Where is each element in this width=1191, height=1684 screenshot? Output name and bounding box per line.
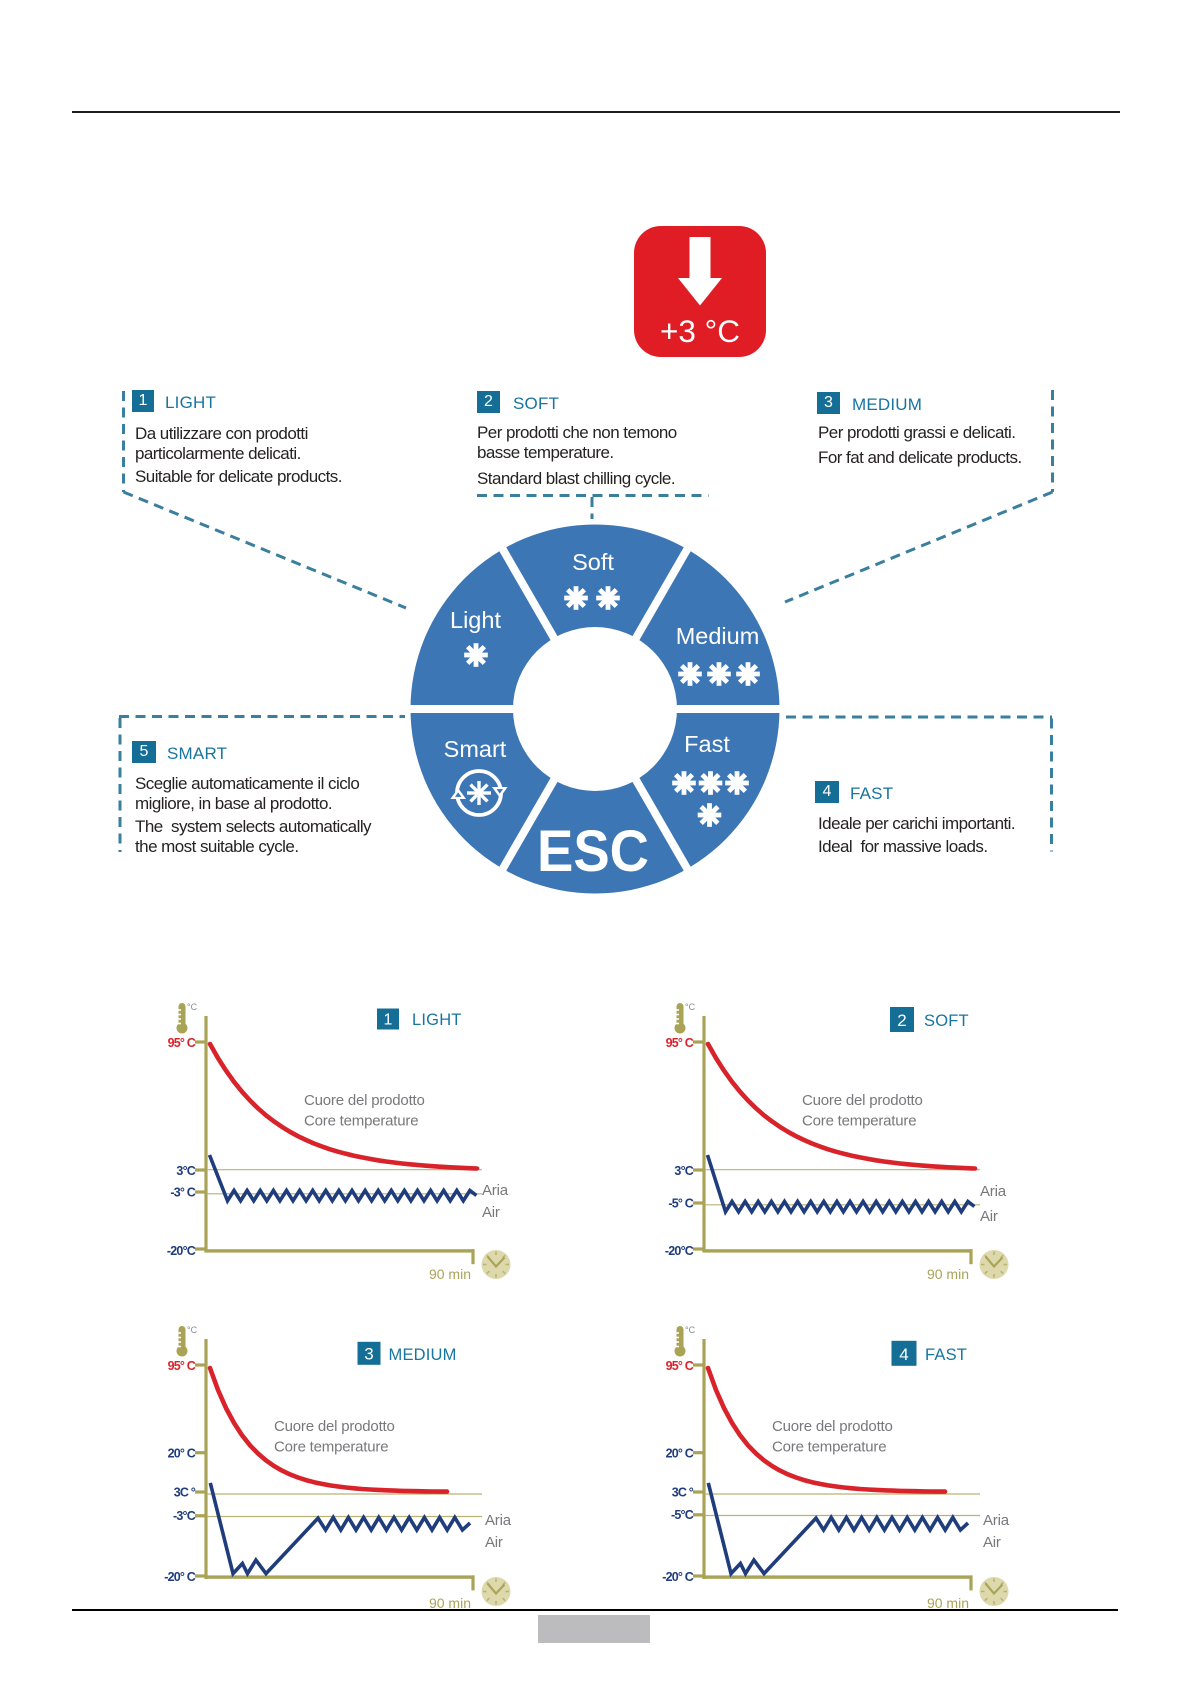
svg-text:°C: °C xyxy=(187,1325,198,1335)
svg-text:-5°C: -5°C xyxy=(671,1508,694,1522)
svg-text:Smart: Smart xyxy=(444,736,507,762)
svg-text:Air: Air xyxy=(482,1204,500,1221)
svg-text:Air: Air xyxy=(485,1534,503,1551)
svg-text:Air: Air xyxy=(983,1534,1001,1551)
svg-text:MEDIUM: MEDIUM xyxy=(389,1346,457,1364)
svg-text:3°C: 3°C xyxy=(674,1164,693,1178)
svg-text:SOFT: SOFT xyxy=(924,1012,969,1030)
svg-text:90 min: 90 min xyxy=(927,1595,969,1611)
svg-text:20° C: 20° C xyxy=(168,1447,196,1461)
svg-text:Aria: Aria xyxy=(980,1183,1007,1200)
svg-text:Cuore del prodotto: Cuore del prodotto xyxy=(802,1092,923,1109)
svg-text:3C °: 3C ° xyxy=(174,1486,196,1500)
svg-text:Fast: Fast xyxy=(684,731,730,757)
svg-text:Aria: Aria xyxy=(485,1512,512,1529)
svg-text:-3°C: -3°C xyxy=(173,1509,196,1523)
svg-text:Cuore del prodotto: Cuore del prodotto xyxy=(304,1092,425,1109)
svg-text:LIGHT: LIGHT xyxy=(412,1011,462,1029)
svg-text:-20°C: -20°C xyxy=(167,1244,196,1258)
svg-text:90 min: 90 min xyxy=(927,1266,969,1282)
svg-text:Core temperature: Core temperature xyxy=(274,1439,388,1456)
svg-text:+3 °C: +3 °C xyxy=(660,313,740,349)
svg-text:95° C: 95° C xyxy=(666,1359,694,1373)
svg-text:Cuore del prodotto: Cuore del prodotto xyxy=(274,1418,395,1435)
svg-text:Air: Air xyxy=(980,1208,998,1225)
svg-text:90 min: 90 min xyxy=(429,1595,471,1611)
svg-text:Soft: Soft xyxy=(572,549,614,575)
svg-text:Aria: Aria xyxy=(983,1512,1010,1529)
svg-text:Cuore del prodotto: Cuore del prodotto xyxy=(772,1418,893,1435)
svg-text:95° C: 95° C xyxy=(168,1036,196,1050)
svg-text:°C: °C xyxy=(187,1002,198,1012)
svg-text:°C: °C xyxy=(685,1325,696,1335)
svg-text:°C: °C xyxy=(685,1002,696,1012)
svg-text:-3° C: -3° C xyxy=(170,1186,195,1200)
svg-text:-20° C: -20° C xyxy=(164,1570,196,1584)
svg-text:Light: Light xyxy=(450,607,501,633)
svg-text:ESC: ESC xyxy=(537,819,649,884)
svg-text:Medium: Medium xyxy=(676,623,760,649)
svg-text:95° C: 95° C xyxy=(666,1036,694,1050)
svg-text:2: 2 xyxy=(897,1011,906,1030)
svg-text:3: 3 xyxy=(364,1345,373,1364)
svg-text:-20° C: -20° C xyxy=(662,1570,694,1584)
svg-text:Aria: Aria xyxy=(482,1182,509,1199)
svg-text:Core temperature: Core temperature xyxy=(304,1113,418,1130)
svg-text:-20°C: -20°C xyxy=(665,1244,694,1258)
svg-text:20° C: 20° C xyxy=(666,1447,694,1461)
svg-text:3°C: 3°C xyxy=(176,1164,195,1178)
svg-text:4: 4 xyxy=(899,1345,908,1364)
svg-text:Core temperature: Core temperature xyxy=(802,1113,916,1130)
svg-text:-5° C: -5° C xyxy=(668,1197,693,1211)
svg-text:90 min: 90 min xyxy=(429,1266,471,1282)
svg-text:1: 1 xyxy=(384,1012,393,1029)
svg-text:3C °: 3C ° xyxy=(672,1486,694,1500)
svg-text:95° C: 95° C xyxy=(168,1359,196,1373)
svg-text:Core temperature: Core temperature xyxy=(772,1439,886,1456)
svg-text:FAST: FAST xyxy=(925,1346,967,1364)
